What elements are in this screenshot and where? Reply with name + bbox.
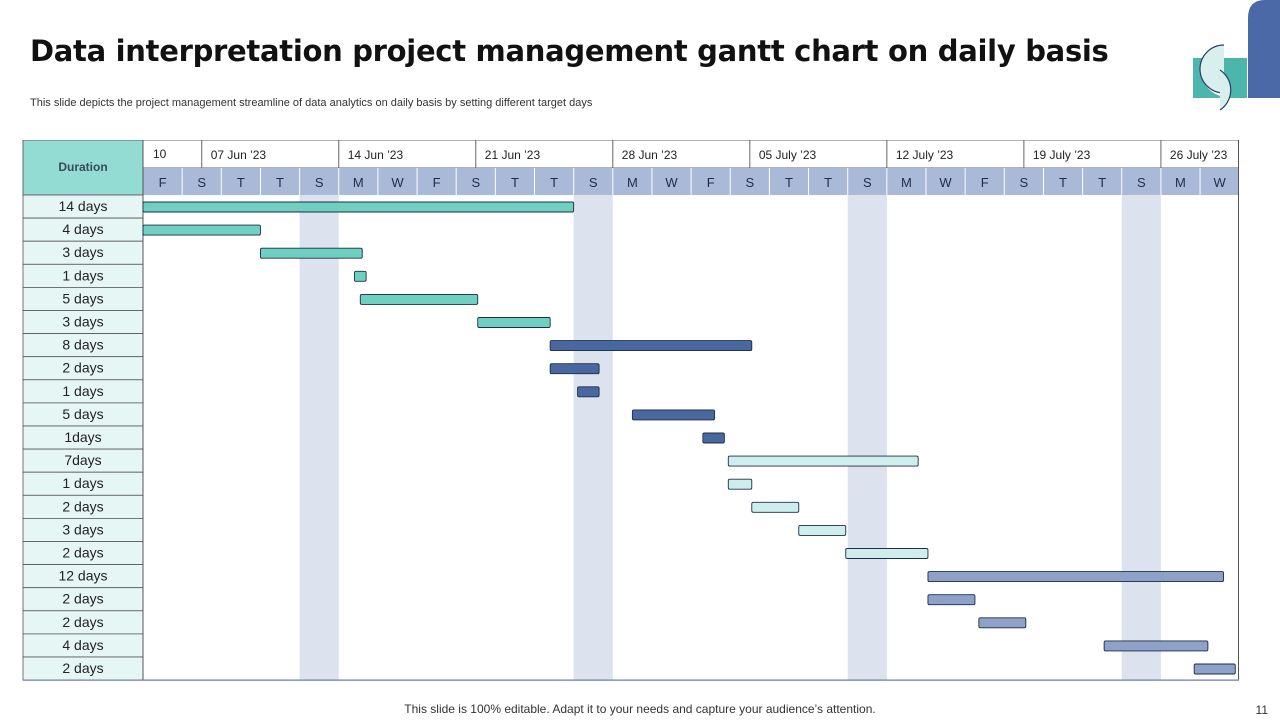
task-bar <box>702 432 725 444</box>
task-bar <box>477 317 551 328</box>
day-letter: T <box>785 175 793 190</box>
task-bar <box>549 363 600 375</box>
duration-label: 3 days <box>62 521 103 537</box>
day-letter: M <box>353 175 364 190</box>
duration-label: 3 days <box>62 314 103 330</box>
week-label: 05 July ’23 <box>759 148 817 162</box>
duration-label: 1 days <box>62 475 103 491</box>
day-letter: M <box>901 175 912 190</box>
day-letter: S <box>471 175 480 190</box>
weekend-shade-column <box>847 195 887 681</box>
duration-label: 2 days <box>62 498 103 514</box>
task-bar <box>353 270 367 282</box>
blue-tab-shape <box>1248 0 1280 98</box>
duration-label: 1 days <box>62 383 103 399</box>
weekend-shading <box>299 195 1161 681</box>
day-letter: W <box>1213 175 1226 190</box>
day-letter: T <box>237 175 245 190</box>
day-letter: W <box>391 175 404 190</box>
day-letter: S <box>1137 175 1146 190</box>
slide-subtitle: This slide depicts the project managemen… <box>30 97 593 109</box>
task-bar <box>549 340 753 352</box>
day-letter: W <box>665 175 678 190</box>
duration-label: 14 days <box>58 198 107 214</box>
week-label: 26 July ’23 <box>1170 148 1228 162</box>
task-bar <box>927 571 1224 583</box>
duration-label: 7days <box>64 452 101 468</box>
day-letter: S <box>863 175 872 190</box>
task-bar <box>631 409 716 421</box>
day-letter: S <box>1020 175 1029 190</box>
duration-header-cell <box>22 140 144 196</box>
duration-label: 1days <box>64 429 101 445</box>
task-bar <box>1103 640 1209 652</box>
task-bar <box>577 386 600 398</box>
day-letter: F <box>707 175 715 190</box>
outline-half-circle-shape <box>1199 44 1225 94</box>
duration-label: 4 days <box>62 221 103 237</box>
day-letter: T <box>511 175 519 190</box>
task-bars <box>142 201 1236 675</box>
week-label: 14 Jun ’23 <box>348 148 404 162</box>
day-letter: F <box>433 175 441 190</box>
gantt-chart: Duration 10 07 Jun ’23 14 Jun ’23 21 Jun ’2… <box>22 140 1239 681</box>
day-letter: F <box>981 175 989 190</box>
day-letter: T <box>550 175 558 190</box>
task-bar <box>978 617 1027 629</box>
gantt-grid <box>23 140 1239 681</box>
duration-label: 2 days <box>62 591 103 607</box>
duration-label: 2 days <box>62 360 103 376</box>
week-label: 07 Jun ’23 <box>211 148 267 162</box>
task-bar <box>927 594 976 606</box>
task-bar <box>259 247 363 259</box>
day-letter: S <box>589 175 598 190</box>
day-letter: S <box>315 175 324 190</box>
weekend-shade-column <box>299 195 339 681</box>
weekend-shade-column <box>573 195 613 681</box>
page-number: 11 <box>1255 703 1268 717</box>
gantt-header: Duration 10 07 Jun ’23 14 Jun ’23 21 Jun ’2… <box>22 140 1239 196</box>
task-rows: 14 days 4 days 3 days 1 days 5 days 3 days 8 d… <box>22 194 144 681</box>
duration-label: 2 days <box>62 545 103 561</box>
week-label: 12 July ’23 <box>896 148 954 162</box>
week-label: 19 July ’23 <box>1033 148 1091 162</box>
day-letter: M <box>1175 175 1186 190</box>
task-bar <box>1193 663 1236 675</box>
day-letter: S <box>745 175 754 190</box>
duration-label: 12 days <box>58 568 107 584</box>
day-letter: T <box>1059 175 1067 190</box>
duration-header-label: Duration <box>58 160 107 174</box>
task-bar <box>142 201 575 213</box>
duration-label: 5 days <box>62 290 103 306</box>
corner-decoration <box>1193 0 1280 111</box>
task-bar <box>727 478 753 490</box>
day-letter: M <box>627 175 638 190</box>
task-bar <box>751 501 800 513</box>
duration-label: 1 days <box>62 267 103 283</box>
task-bar <box>727 455 919 467</box>
day-letter: W <box>939 175 952 190</box>
bottom-arc-shape <box>1219 69 1232 111</box>
day-letter: T <box>276 175 284 190</box>
duration-label: 2 days <box>62 614 103 630</box>
slide-title: Data interpretation project management g… <box>30 34 1109 68</box>
footer-note: This slide is 100% editable. Adapt it to… <box>404 702 876 716</box>
duration-label: 5 days <box>62 406 103 422</box>
task-bar <box>845 548 929 559</box>
task-bar <box>142 224 261 236</box>
day-letter: T <box>824 175 832 190</box>
duration-label: 3 days <box>62 244 103 260</box>
task-bar <box>359 293 479 305</box>
duration-label: 2 days <box>62 660 103 676</box>
day-letter: F <box>159 175 167 190</box>
week-label: 10 <box>153 147 167 161</box>
duration-label: 4 days <box>62 637 103 653</box>
week-label: 21 Jun ’23 <box>485 148 541 162</box>
weekend-shade-column <box>1121 195 1161 681</box>
day-letter: T <box>1098 175 1106 190</box>
week-label: 28 Jun ’23 <box>622 148 678 162</box>
duration-label: 8 days <box>62 337 103 353</box>
task-bar <box>798 524 847 536</box>
day-letter: S <box>197 175 206 190</box>
